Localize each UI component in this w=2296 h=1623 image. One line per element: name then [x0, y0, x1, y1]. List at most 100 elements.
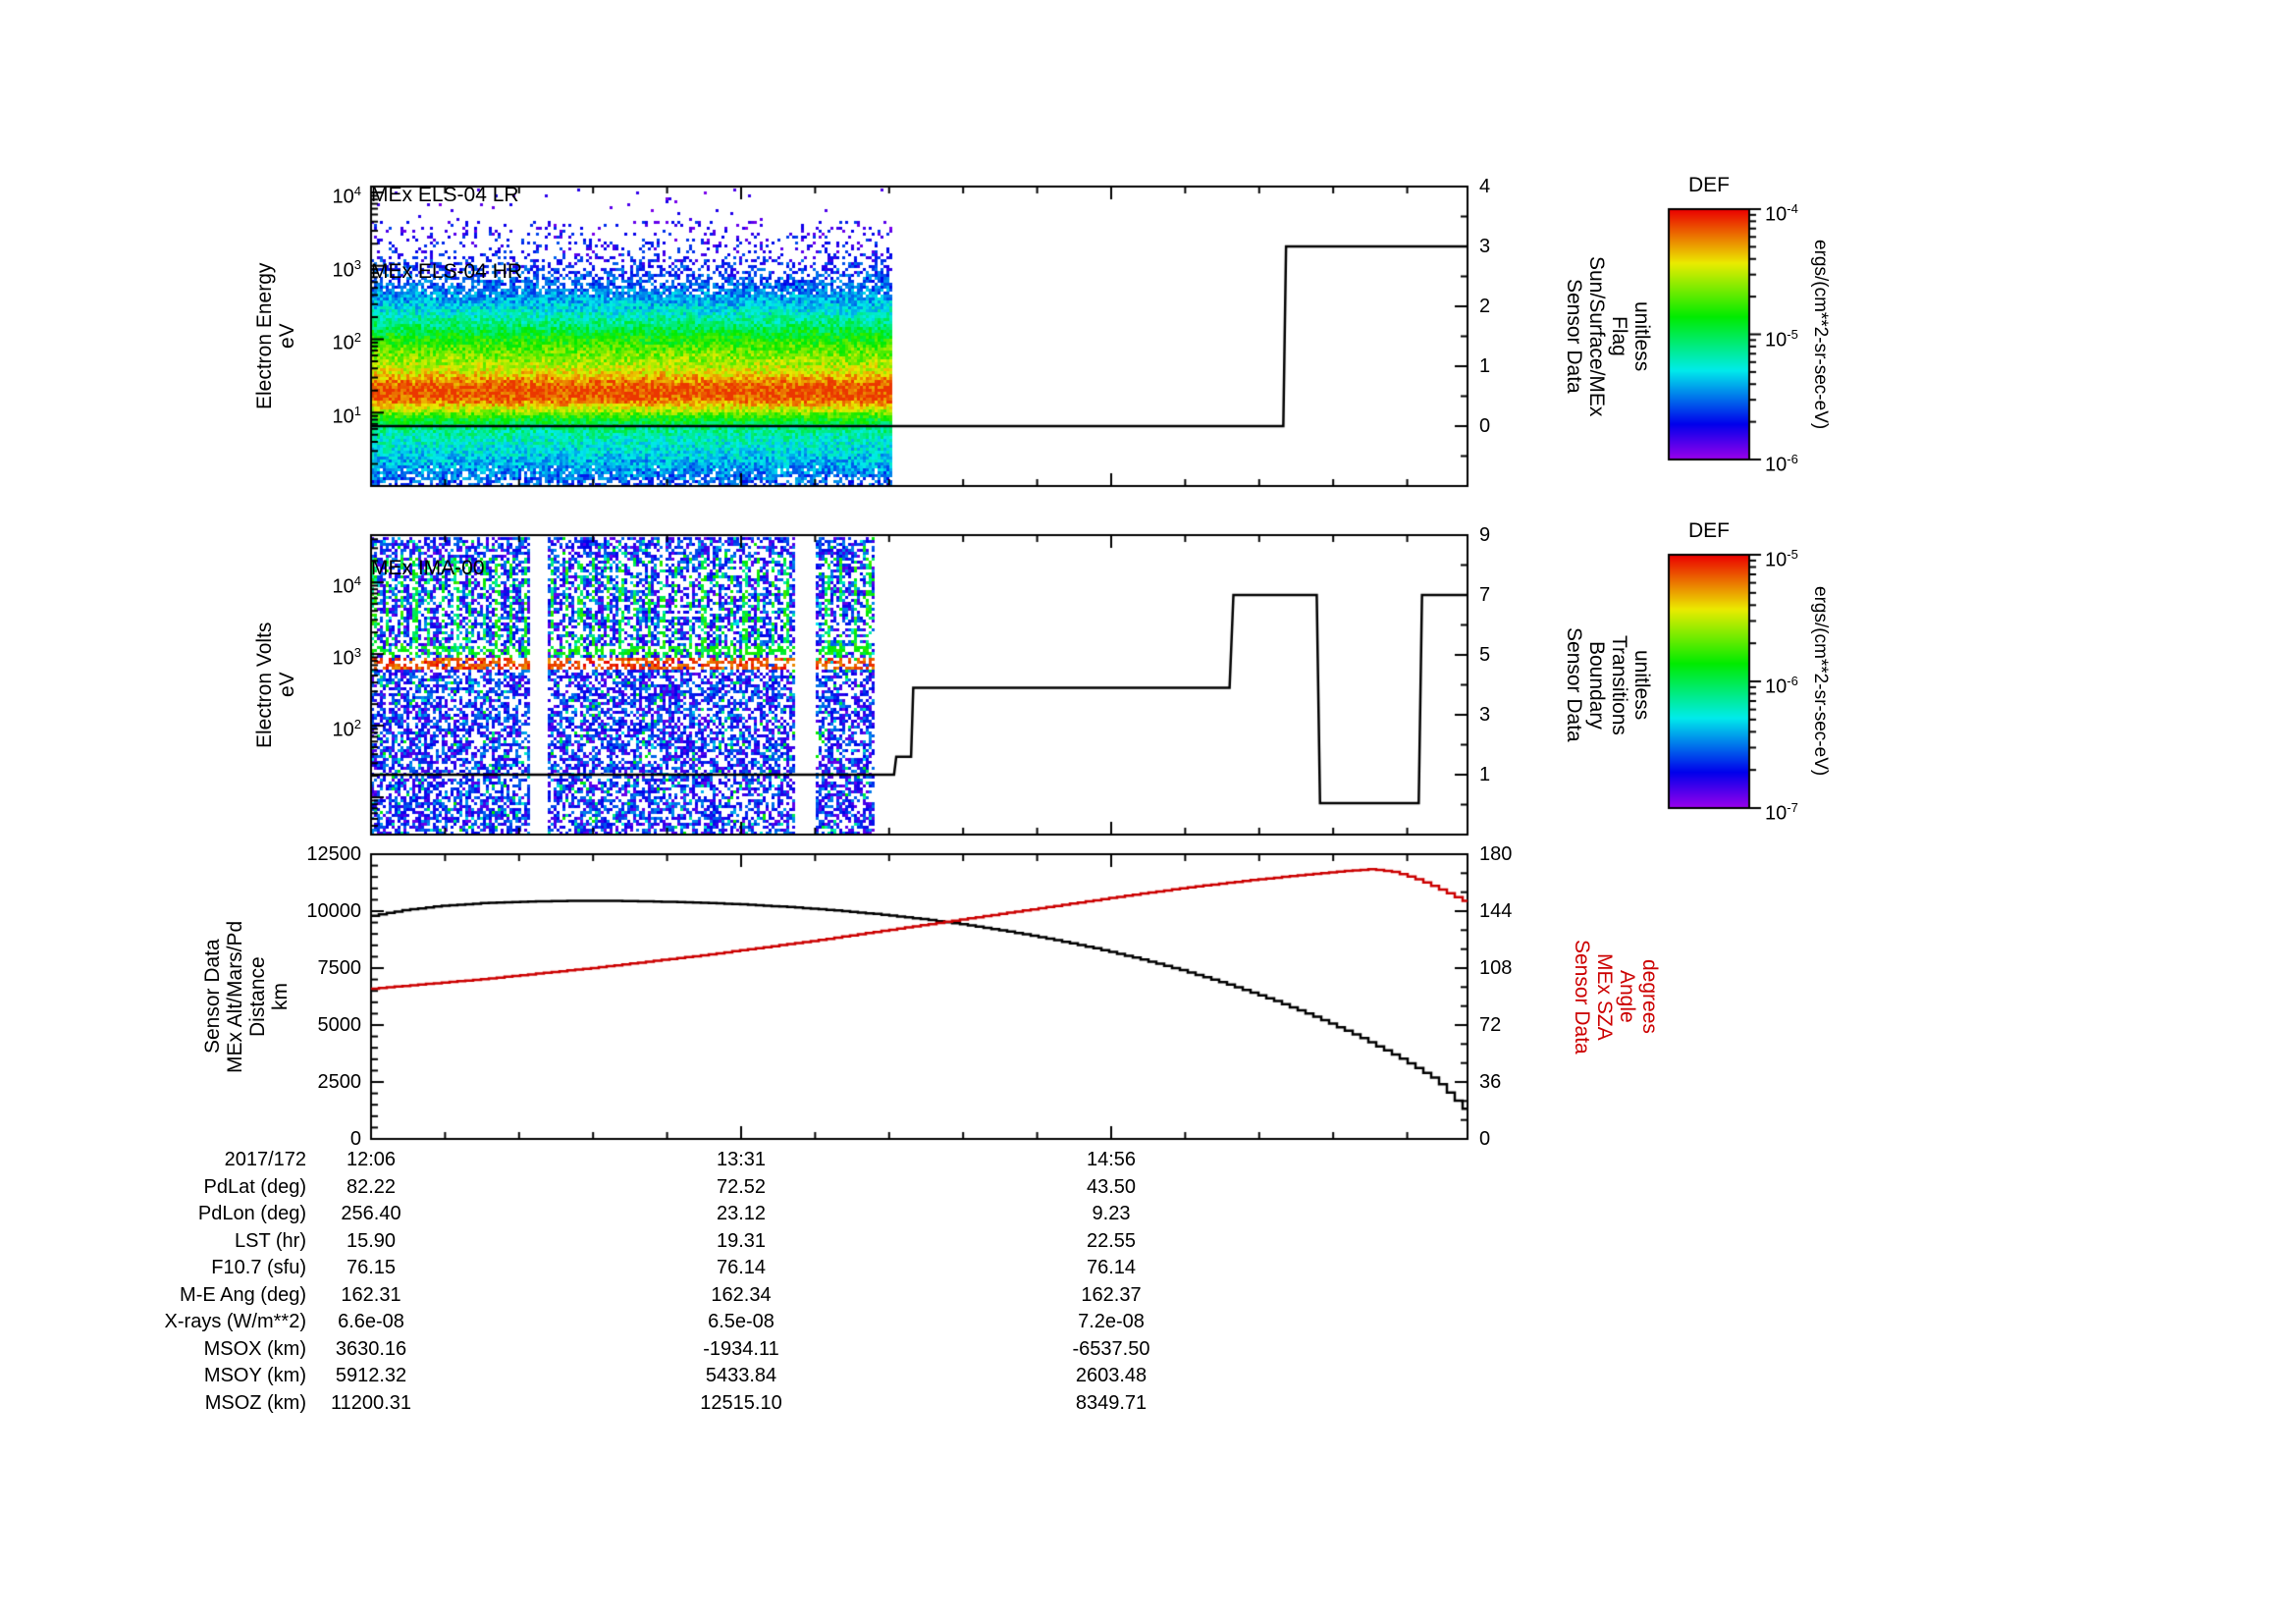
ancillary-row-4-value-1: 162.34 [711, 1283, 772, 1306]
left-axis-tick-label: 103 [332, 256, 361, 282]
ancillary-row-1-value-2: 9.23 [1092, 1203, 1131, 1224]
right-axis-tick-label: 1 [1479, 764, 1491, 785]
left-axis-tick-label: 12500 [306, 843, 361, 865]
ancillary-row-2-value-2: 22.55 [1086, 1229, 1137, 1252]
colorbar-tick-label: 10-6 [1765, 674, 1798, 698]
ancillary-row-0-value-0: 82.22 [346, 1175, 397, 1198]
left-axis-tick-label: 102 [332, 330, 361, 355]
ancillary-row-4: M-E Ang (deg) 162.31 162.34 162.37 [0, 1284, 1472, 1312]
colorbar-tick-label: 10-6 [1765, 452, 1798, 476]
panel3-right-axis-label-sza: Sensor Data MEx SZA Angle degrees [1571, 939, 1661, 1055]
colorbar2-unit-label: ergs/(cm**2-sr-sec-eV) [1810, 586, 1831, 777]
right-axis-tick-label: 36 [1479, 1071, 1502, 1093]
ancillary-row-8-value-0: 11200.31 [331, 1391, 411, 1414]
ancillary-row-6-label: MSOX (km) [203, 1337, 306, 1360]
right-axis-tick-label: 9 [1479, 524, 1491, 546]
left-axis-tick-label: 5000 [317, 1014, 362, 1036]
ancillary-row-5-value-0: 6.6e-08 [338, 1311, 404, 1332]
ancillary-row-4-label: M-E Ang (deg) [180, 1283, 306, 1306]
right-axis-tick-label: 7 [1479, 584, 1491, 606]
ancillary-row-6: MSOX (km) 3630.16 -1934.11 -6537.50 [0, 1338, 1472, 1366]
colorbar1-title: DEF [1688, 174, 1730, 196]
ancillary-row-8: MSOZ (km) 11200.31 12515.10 8349.71 [0, 1392, 1472, 1420]
ancillary-data-table: 2017/172 12:06 13:31 14:56 PdLat (deg) 82.22 7… [0, 1149, 1472, 1419]
ancillary-row-1-label: PdLon (deg) [197, 1203, 306, 1224]
ancillary-row-7-value-2: 2603.48 [1075, 1365, 1148, 1386]
time-row-value-1: 13:31 [716, 1149, 767, 1170]
ancillary-row-2-label: LST (hr) [235, 1229, 306, 1252]
ancillary-row-5: X-rays (W/m**2) 6.6e-08 6.5e-08 7.2e-08 [0, 1311, 1472, 1338]
right-axis-tick-label: 180 [1479, 843, 1513, 865]
ancillary-row-7-label: MSOY (km) [203, 1365, 306, 1386]
ancillary-row-8-value-1: 12515.10 [700, 1391, 782, 1414]
colorbar-tick-label: 10-7 [1765, 800, 1798, 825]
time-row-value-2: 14:56 [1086, 1149, 1137, 1170]
left-axis-tick-label: 10000 [306, 900, 361, 922]
ancillary-row-2-value-0: 15.90 [346, 1229, 397, 1252]
ancillary-row-0-value-2: 43.50 [1086, 1175, 1137, 1198]
right-axis-tick-label: 4 [1479, 176, 1491, 197]
right-axis-tick-label: 2 [1479, 296, 1491, 317]
panel1-title: MEx ELS-04 LR MEx ELS-04 HR [371, 132, 522, 336]
right-axis-tick-label: 72 [1479, 1014, 1502, 1036]
left-axis-tick-label: 7500 [317, 957, 362, 979]
ancillary-row-8-label: MSOZ (km) [204, 1391, 306, 1414]
left-axis-tick-label: 0 [349, 1128, 361, 1150]
ancillary-row-2: LST (hr) 15.90 19.31 22.55 [0, 1230, 1472, 1258]
left-axis-tick-label: 2500 [317, 1071, 362, 1093]
ancillary-row-6-value-2: -6537.50 [1072, 1337, 1150, 1360]
left-axis-tick-label: 104 [332, 573, 361, 598]
ancillary-row-1-value-0: 256.40 [341, 1203, 401, 1224]
ancillary-row-1: PdLon (deg) 256.40 23.12 9.23 [0, 1203, 1472, 1230]
right-axis-tick-label: 0 [1479, 1128, 1491, 1150]
ancillary-row-5-label: X-rays (W/m**2) [164, 1311, 306, 1332]
ancillary-row-7-value-1: 5433.84 [705, 1365, 777, 1386]
ancillary-row-8-value-2: 8349.71 [1075, 1391, 1148, 1414]
right-axis-tick-label: 1 [1479, 355, 1491, 377]
panel1-title-line2: MEx ELS-04 HR [371, 260, 523, 283]
ancillary-row-5-value-2: 7.2e-08 [1078, 1311, 1145, 1332]
panel1-right-axis-label: Sensor Data Sun/Surface/MEx Flag unitles… [1563, 255, 1653, 417]
panel1-title-line1: MEx ELS-04 LR [371, 184, 519, 206]
ancillary-row-4-value-0: 162.31 [341, 1283, 401, 1306]
panel2-title-line1: MEx IMA-00 [371, 557, 485, 579]
left-axis-tick-label: 101 [332, 404, 361, 428]
panel3-left-axis-label: Sensor Data MEx Alt/Mars/Pd Distance km [201, 920, 292, 1073]
ancillary-row-7: MSOY (km) 5912.32 5433.84 2603.48 [0, 1365, 1472, 1392]
colorbar-tick-label: 10-5 [1765, 547, 1798, 571]
left-axis-tick-label: 103 [332, 645, 361, 670]
ancillary-row-0: PdLat (deg) 82.22 72.52 43.50 [0, 1176, 1472, 1204]
ancillary-row-1-value-1: 23.12 [716, 1203, 767, 1224]
ancillary-row-2-value-1: 19.31 [716, 1229, 767, 1252]
time-row: 2017/172 12:06 13:31 14:56 [0, 1149, 1472, 1176]
right-axis-tick-label: 0 [1479, 415, 1491, 437]
ancillary-row-6-value-1: -1934.11 [703, 1337, 779, 1360]
colorbar2-title: DEF [1688, 519, 1730, 542]
ancillary-row-6-value-0: 3630.16 [335, 1337, 407, 1360]
ancillary-row-3-label: F10.7 (sfu) [211, 1257, 306, 1278]
panel2-title: MEx IMA-00 [371, 505, 485, 632]
colorbar-tick-label: 10-5 [1765, 326, 1798, 352]
right-axis-tick-label: 5 [1479, 644, 1491, 666]
ancillary-row-3-value-0: 76.15 [346, 1257, 397, 1278]
ancillary-row-3-value-2: 76.14 [1086, 1257, 1137, 1278]
ancillary-row-0-label: PdLat (deg) [203, 1175, 306, 1198]
right-axis-tick-label: 144 [1479, 900, 1513, 922]
ancillary-row-5-value-1: 6.5e-08 [708, 1311, 774, 1332]
colorbar1-unit-label: ergs/(cm**2-sr-sec-eV) [1810, 239, 1831, 430]
panel2-right-axis-label: Sensor Data Boundary Transitions unitles… [1563, 627, 1653, 742]
left-axis-tick-label: 102 [332, 717, 361, 741]
right-axis-tick-label: 3 [1479, 236, 1491, 257]
right-axis-tick-label: 3 [1479, 704, 1491, 726]
left-axis-tick-label: 104 [332, 183, 361, 208]
ancillary-row-3: F10.7 (sfu) 76.15 76.14 76.14 [0, 1257, 1472, 1284]
time-row-label: 2017/172 [224, 1149, 306, 1170]
ancillary-row-4-value-2: 162.37 [1081, 1283, 1142, 1306]
ancillary-row-3-value-1: 76.14 [716, 1257, 767, 1278]
ancillary-row-0-value-1: 72.52 [716, 1175, 767, 1198]
time-row-value-0: 12:06 [346, 1149, 397, 1170]
colorbar-tick-label: 10-4 [1765, 201, 1798, 226]
right-axis-tick-label: 108 [1479, 957, 1513, 979]
